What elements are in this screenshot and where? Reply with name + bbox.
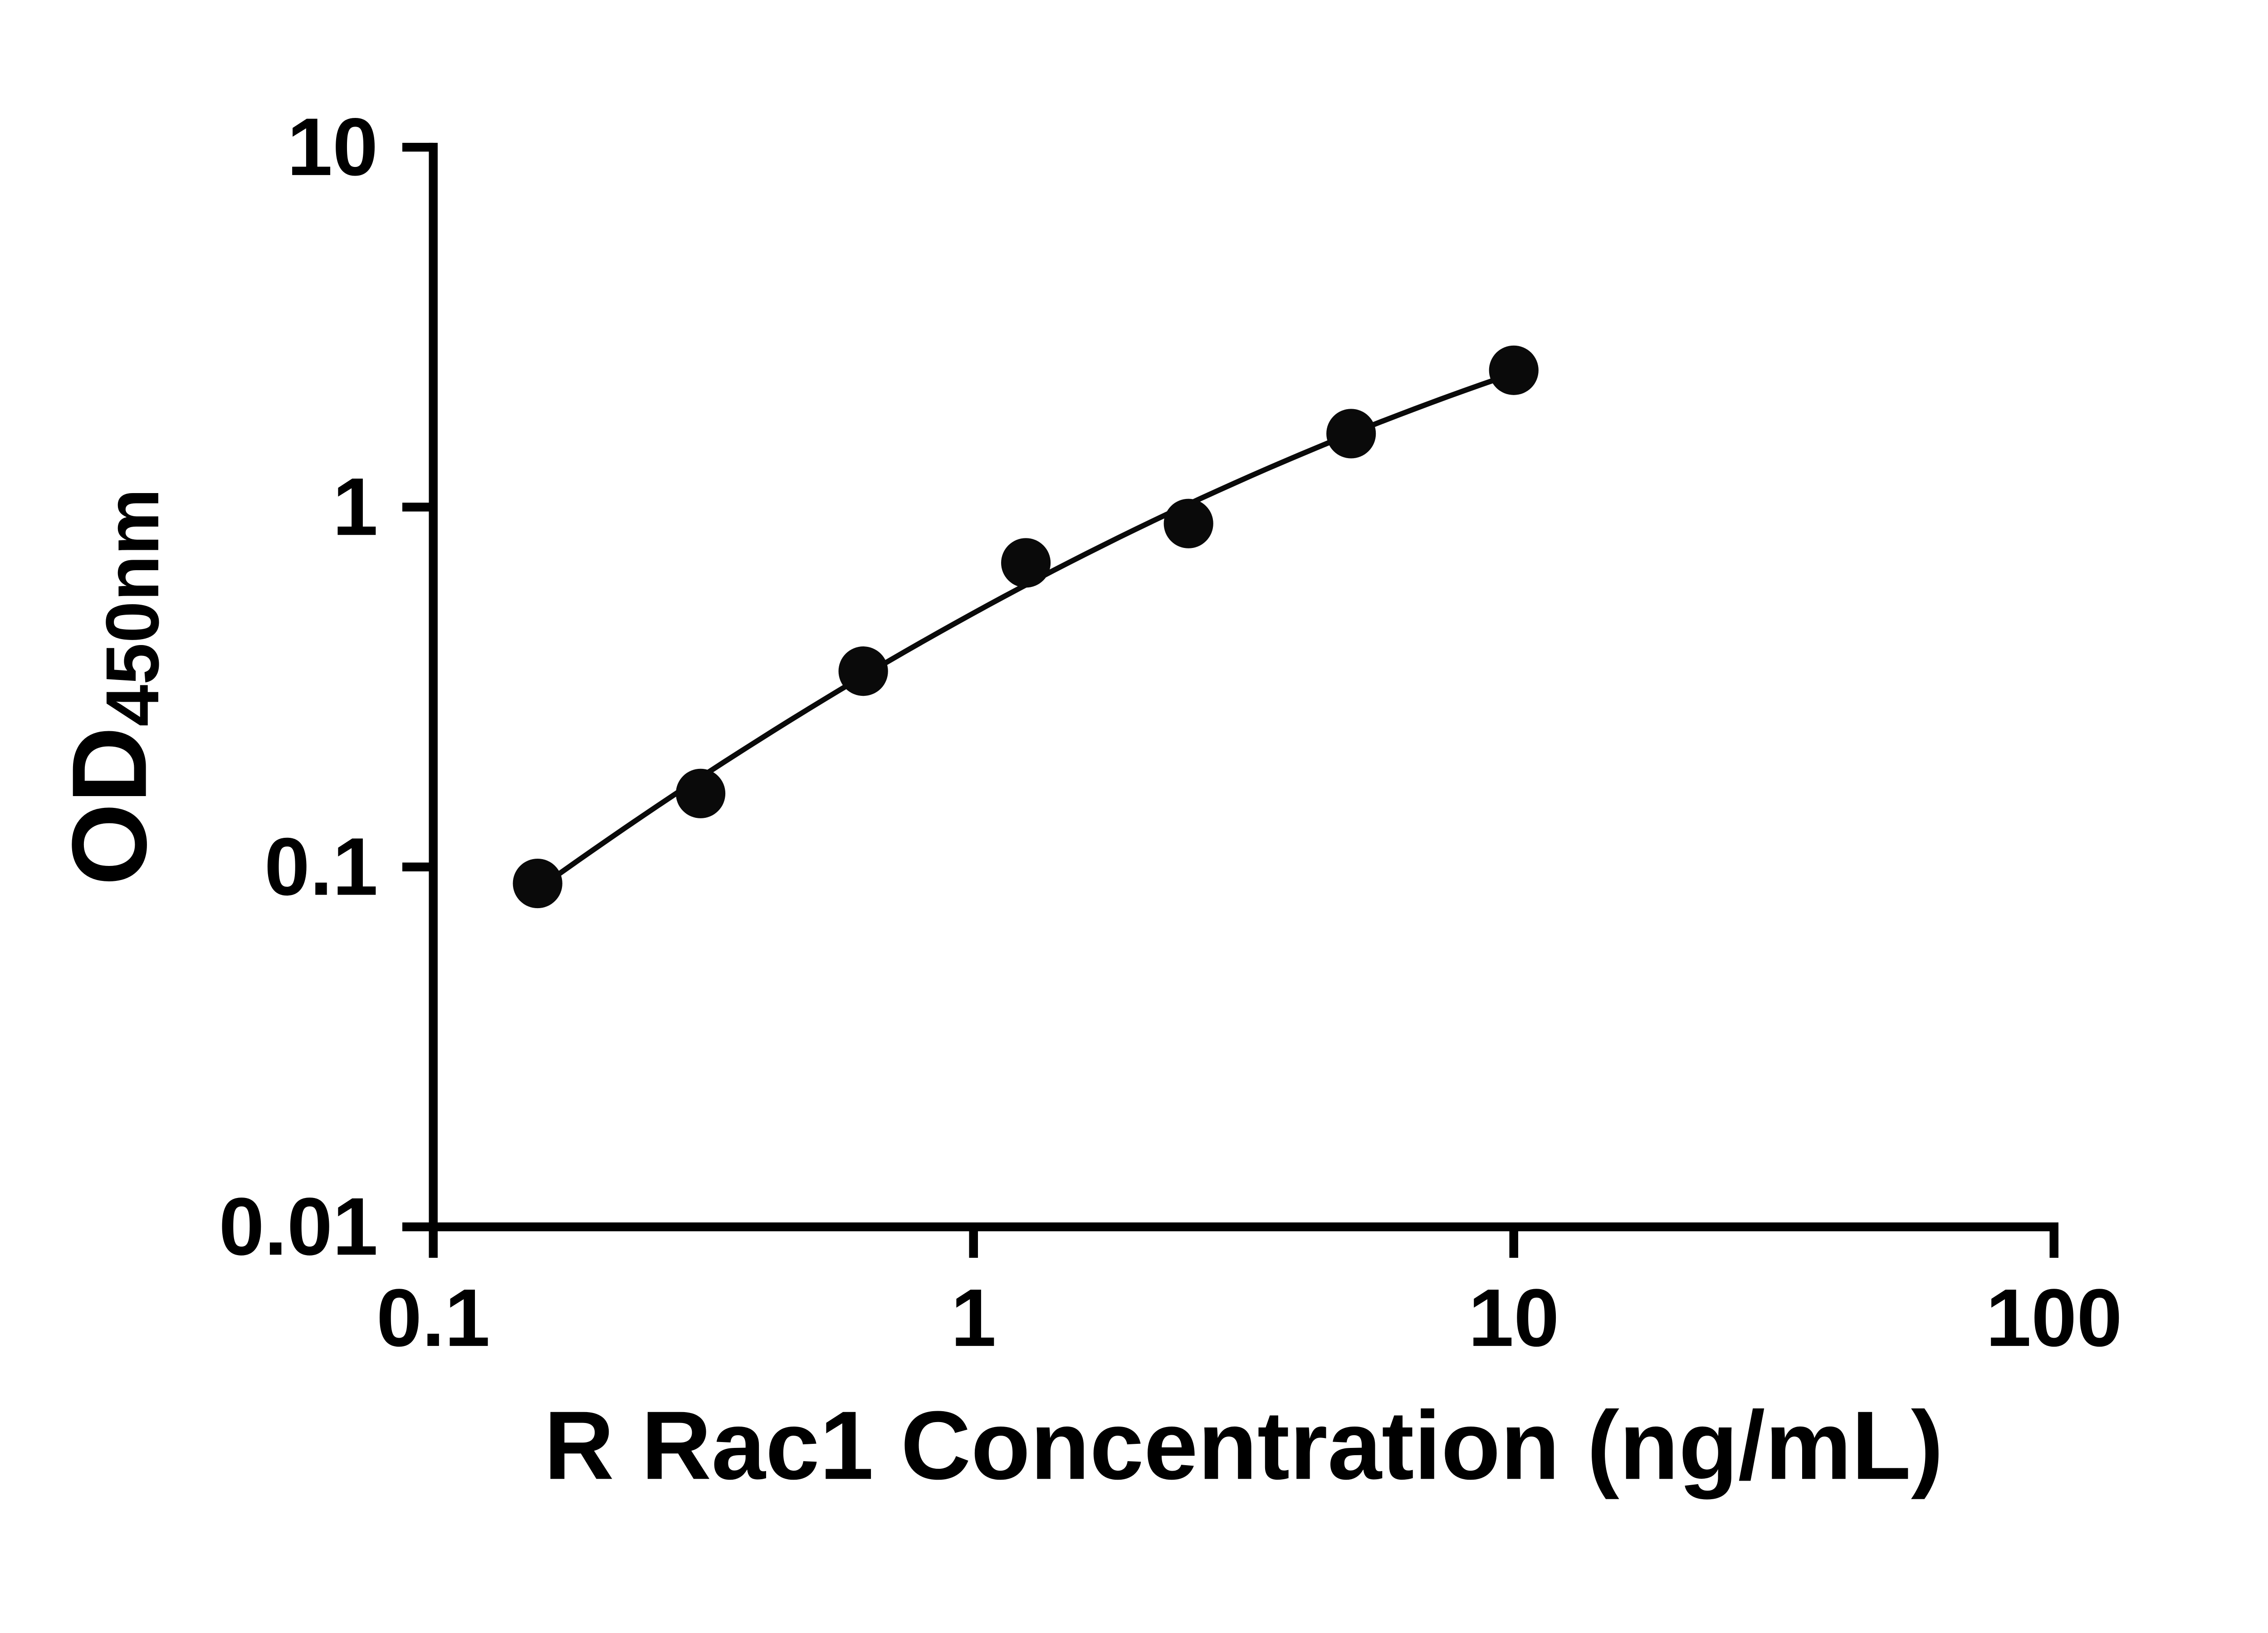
data-point (1489, 345, 1539, 395)
data-point (1163, 499, 1213, 548)
y-tick-label: 0.1 (264, 821, 378, 913)
x-tick-label: 0.1 (376, 1272, 490, 1364)
data-point (513, 858, 562, 909)
data-points-layer (513, 345, 1539, 909)
x-tick-label: 10 (1468, 1272, 1559, 1364)
y-tick-label: 10 (287, 102, 378, 193)
x-tick-label: 100 (1986, 1272, 2122, 1364)
y-axis-title: OD450nm (50, 489, 175, 886)
axes-layer (429, 142, 2059, 1232)
data-point (1001, 538, 1051, 588)
data-point (838, 646, 888, 696)
data-point (675, 768, 726, 818)
y-tick-label: 1 (332, 461, 378, 552)
x-tick-label: 1 (951, 1272, 996, 1364)
y-axis-title-main: OD (50, 727, 169, 886)
elisa-standard-curve-figure: 0.1 1 10 100 0.01 0.1 1 10 R Rac1 Concentration… (49, 101, 2122, 1500)
x-axis-title: R Rac1 Concentration (ng/mL) (544, 1391, 1943, 1500)
y-axis-title-sub: 450nm (91, 489, 175, 727)
data-point (1326, 409, 1376, 459)
y-tick-label: 0.01 (219, 1181, 378, 1272)
tick-marks-layer (402, 142, 2059, 1258)
